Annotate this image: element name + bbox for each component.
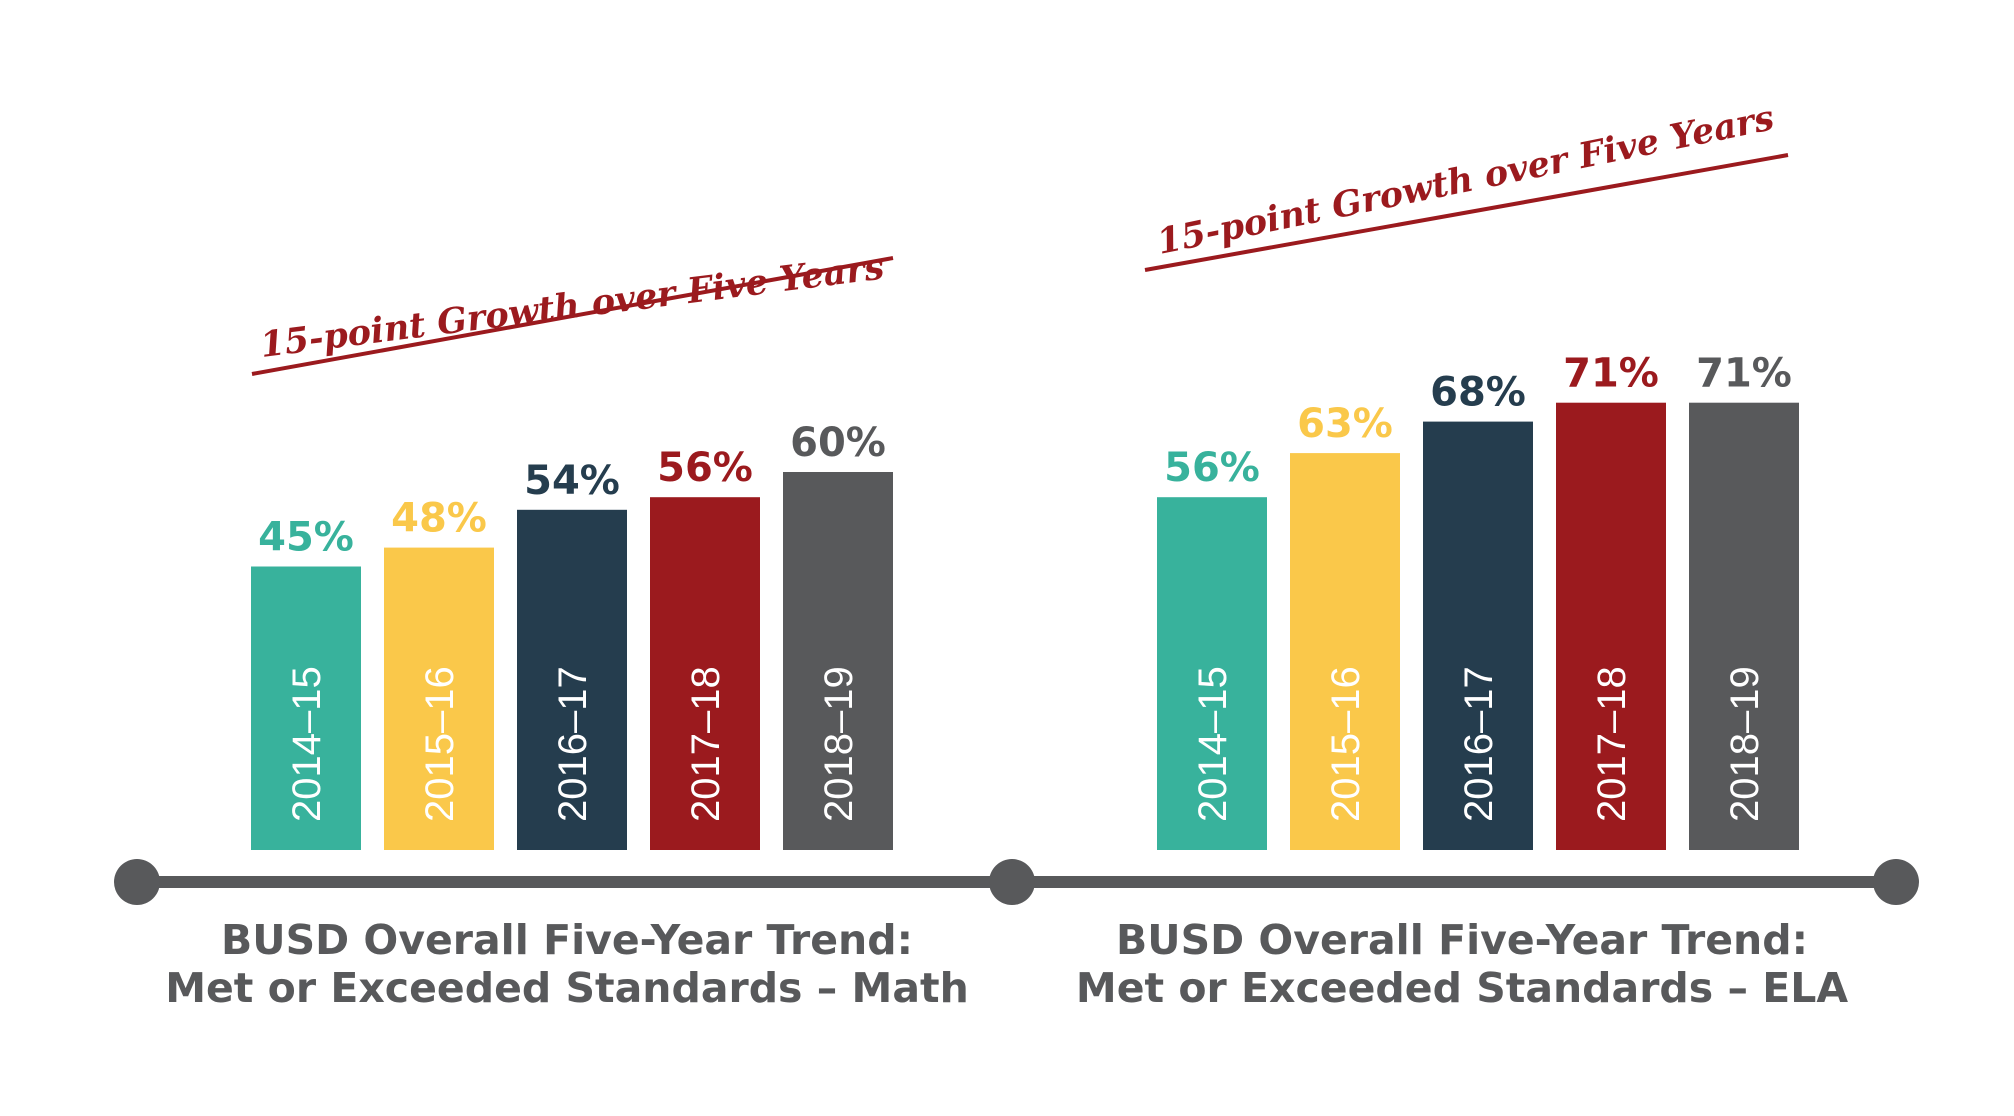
ela-chart-title-line-1: BUSD Overall Five-Year Trend: — [1116, 916, 1808, 964]
value-label: 60% — [790, 420, 886, 466]
annotation-underline — [1144, 153, 1789, 272]
bar-2017–18 — [650, 497, 760, 850]
annotation-text: 15-point Growth over Five Years — [1154, 97, 1778, 262]
timeline-dot — [1873, 859, 1919, 905]
category-label: 2016–17 — [551, 666, 595, 822]
timeline-dot — [989, 859, 1035, 905]
bar-2015–16 — [384, 547, 494, 850]
bar-2014–15 — [1157, 497, 1267, 850]
category-label: 2018–19 — [817, 666, 861, 822]
category-label: 2018–19 — [1723, 666, 1767, 822]
category-label: 2017–18 — [1590, 666, 1634, 822]
math-chart: 45% 2014–15 48% 2015–16 54% 2016–17 56% 2017–18… — [251, 247, 894, 850]
value-label: 56% — [1164, 445, 1260, 491]
value-label: 48% — [391, 496, 487, 542]
bar-2018–19 — [783, 472, 893, 850]
bar-2018–19 — [1689, 402, 1799, 850]
value-label: 45% — [258, 515, 354, 561]
math-chart-title-line-1: BUSD Overall Five-Year Trend: — [221, 916, 913, 964]
value-label: 54% — [524, 458, 620, 504]
bar-2016–17 — [517, 509, 627, 850]
math-chart-title-line-2: Met or Exceeded Standards – Math — [165, 964, 969, 1012]
value-label: 63% — [1297, 401, 1393, 447]
ela-chart-title-line-2: Met or Exceeded Standards – ELA — [1075, 964, 1849, 1012]
value-label: 71% — [1696, 351, 1792, 397]
category-label: 2014–15 — [285, 666, 329, 822]
bar-2015–16 — [1290, 453, 1400, 850]
category-label: 2014–15 — [1191, 666, 1235, 822]
value-label: 71% — [1563, 351, 1659, 397]
bar-2014–15 — [251, 566, 361, 850]
annotation-text: 15-point Growth over Five Years — [258, 247, 886, 366]
annotation-underline — [251, 256, 894, 376]
bar-2017–18 — [1556, 402, 1666, 850]
ela-chart: 56% 2014–15 63% 2015–16 68% 2016–17 71% 2017–18… — [1144, 97, 1799, 850]
category-label: 2015–16 — [418, 666, 462, 822]
value-label: 68% — [1430, 370, 1526, 416]
timeline-axis — [114, 859, 1919, 905]
category-label: 2016–17 — [1457, 666, 1501, 822]
bar-2016–17 — [1423, 421, 1533, 850]
category-label: 2015–16 — [1324, 666, 1368, 822]
timeline-dot — [114, 859, 160, 905]
value-label: 56% — [657, 445, 753, 491]
category-label: 2017–18 — [684, 666, 728, 822]
